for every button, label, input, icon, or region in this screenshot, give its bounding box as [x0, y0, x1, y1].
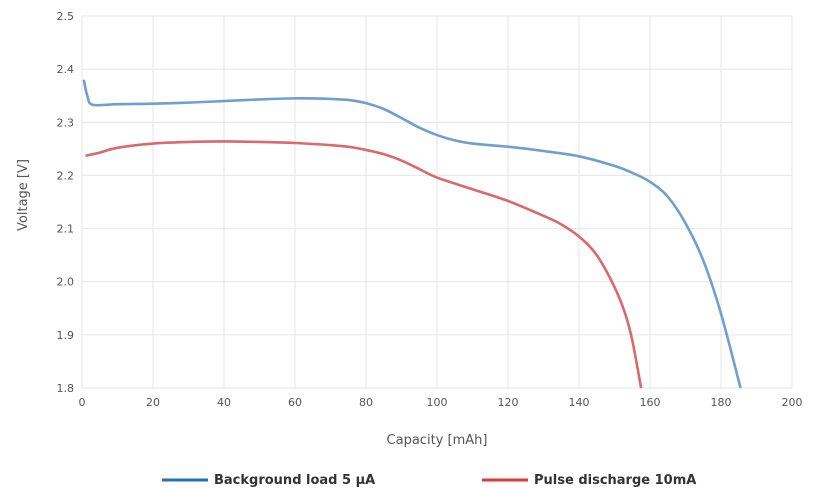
y-tick-label: 2.3: [57, 116, 75, 129]
x-tick-label: 100: [427, 396, 448, 409]
x-tick-label: 80: [359, 396, 373, 409]
x-tick-label: 140: [569, 396, 590, 409]
y-tick-label: 2.0: [57, 276, 75, 289]
x-tick-label: 160: [640, 396, 661, 409]
x-tick-label: 120: [498, 396, 519, 409]
x-axis-ticks: 0 20 40 60 80 100 120 140 160 180 200: [79, 396, 803, 409]
y-axis-label: Voltage [V]: [16, 159, 31, 231]
y-tick-label: 2.2: [57, 169, 75, 182]
series-line-0: [82, 79, 742, 389]
y-axis-ticks: 1.8 1.9 2.0 2.1 2.2 2.3 2.4 2.5: [57, 10, 75, 395]
x-tick-label: 40: [217, 396, 231, 409]
x-tick-label: 60: [288, 396, 302, 409]
legend-label-0: Background load 5 µA: [214, 473, 375, 488]
x-axis-label: Capacity [mAh]: [387, 433, 488, 448]
grid-lines: [81, 15, 793, 389]
y-tick-label: 2.4: [57, 63, 75, 76]
y-tick-label: 1.8: [57, 382, 75, 395]
x-tick-label: 20: [146, 396, 160, 409]
x-tick-label: 180: [711, 396, 732, 409]
x-tick-label: 200: [782, 396, 803, 409]
series-lines: [82, 79, 742, 389]
legend-label-1: Pulse discharge 10mA: [534, 473, 696, 488]
x-tick-label: 0: [79, 396, 86, 409]
y-tick-label: 2.5: [57, 10, 75, 23]
y-tick-label: 1.9: [57, 329, 75, 342]
legend: Background load 5 µA Pulse discharge 10mA: [162, 473, 696, 488]
y-tick-label: 2.1: [57, 223, 75, 236]
series-line-1: [85, 140, 643, 389]
